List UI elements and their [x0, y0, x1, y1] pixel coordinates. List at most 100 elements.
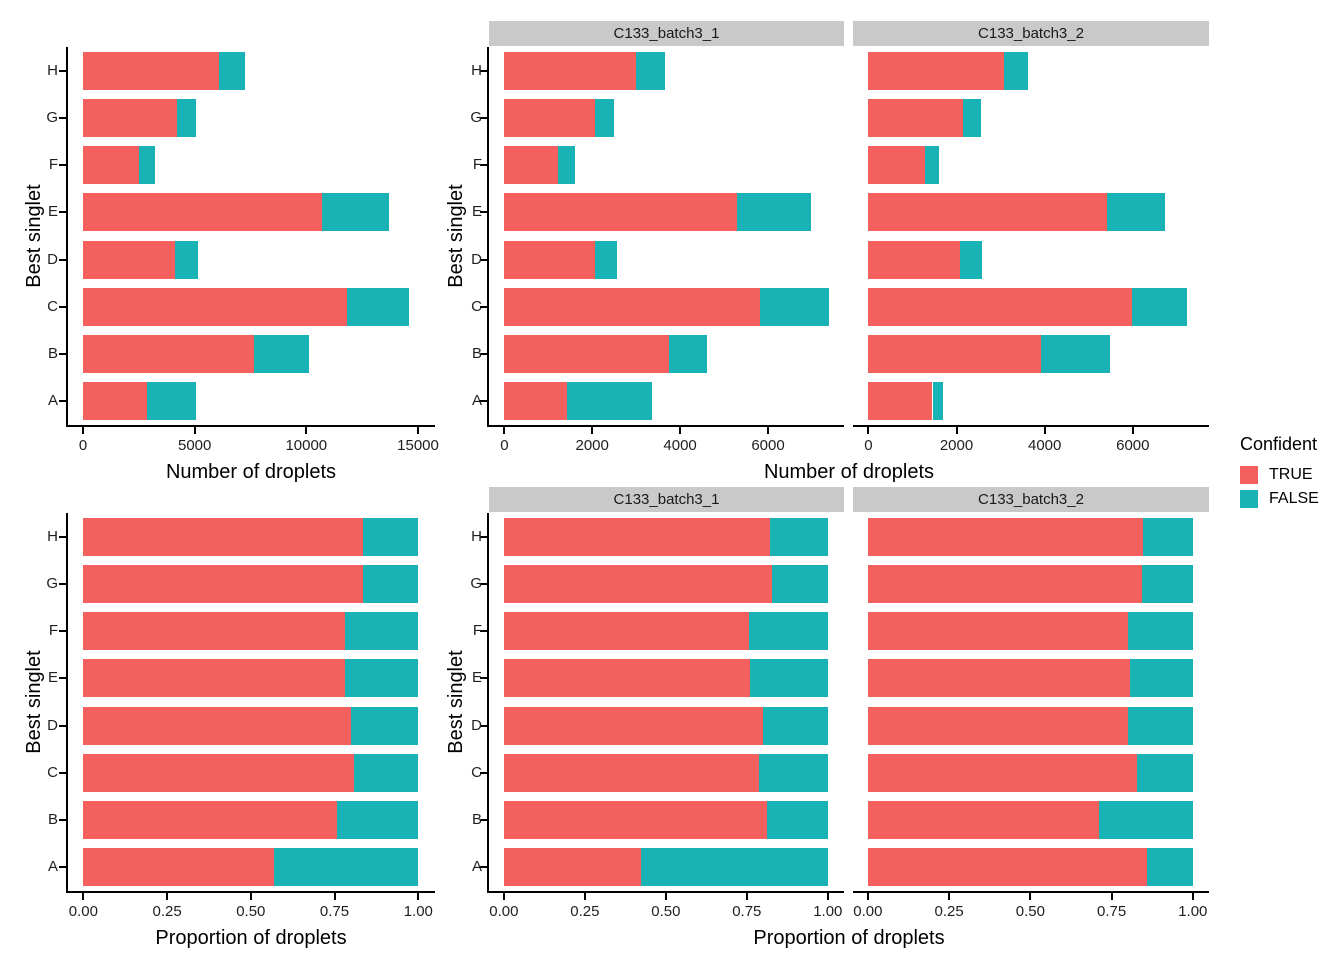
- legend-swatch-true: [1240, 466, 1258, 484]
- x-tick-label: 0.75: [1096, 903, 1127, 920]
- bar-segment-true: [83, 335, 255, 374]
- x-tick: [417, 427, 419, 434]
- bar-segment-false: [1107, 193, 1165, 232]
- axis-line-y: [487, 513, 489, 893]
- x-tick-label: 10000: [285, 437, 328, 454]
- bar-segment-false: [1040, 335, 1111, 374]
- bar-segment-false: [641, 848, 828, 887]
- legend-item: TRUE: [1240, 465, 1344, 485]
- facet-strip: C133_batch3_1: [489, 487, 844, 512]
- bar-segment-true: [504, 240, 595, 279]
- bar-segment-true: [504, 335, 670, 374]
- y-tick: [480, 582, 487, 585]
- y-tick-label: G: [46, 108, 58, 126]
- x-tick: [82, 893, 85, 900]
- bar-segment-false: [1099, 801, 1193, 840]
- y-tick-label: H: [471, 527, 482, 545]
- x-tick-label: 1.00: [403, 903, 433, 920]
- y-axis-title: Best singlet: [445, 650, 467, 754]
- x-tick-label: 0.25: [152, 903, 182, 920]
- bar-segment-true: [504, 382, 568, 421]
- x-tick-label: 4000: [663, 437, 697, 454]
- x-tick-label: 6000: [1116, 437, 1150, 454]
- x-tick-label: 6000: [751, 437, 785, 454]
- y-tick: [480, 819, 487, 822]
- bar-segment-false: [770, 517, 828, 556]
- bar-segment-true: [83, 287, 347, 326]
- x-tick: [193, 427, 196, 434]
- legend-item-label: TRUE: [1269, 466, 1313, 483]
- bar-segment-false: [322, 193, 389, 232]
- axis-line-y: [66, 513, 68, 893]
- bar-segment-false: [254, 335, 309, 374]
- bar-segment-false: [750, 659, 828, 698]
- x-tick-label: 0.25: [934, 903, 964, 920]
- y-tick-label: B: [47, 345, 58, 363]
- legend-title: Confident: [1240, 434, 1318, 454]
- axis-line-x: [853, 891, 1209, 893]
- y-tick: [480, 630, 487, 633]
- bar-segment-true: [868, 51, 1005, 90]
- y-tick-label: D: [471, 716, 482, 734]
- bar-segment-false: [1004, 51, 1029, 90]
- y-tick-label: A: [471, 392, 482, 410]
- y-tick: [59, 819, 66, 822]
- bar-segment-true: [504, 51, 637, 90]
- axis-line-y: [66, 47, 68, 427]
- y-tick: [59, 116, 66, 119]
- bar-segment-false: [737, 193, 811, 232]
- bar-segment-false: [177, 98, 196, 137]
- x-tick: [866, 893, 869, 900]
- x-tick: [502, 893, 505, 900]
- x-tick: [767, 427, 769, 434]
- y-tick-label: G: [470, 574, 482, 592]
- bar-segment-false: [1128, 706, 1193, 745]
- bar-segment-false: [175, 240, 199, 279]
- axis-line-x: [487, 891, 844, 893]
- x-tick-label: 0: [78, 437, 88, 454]
- y-tick-label: A: [471, 858, 482, 876]
- y-tick-label: B: [471, 345, 482, 363]
- y-tick: [480, 69, 487, 72]
- bar-segment-false: [1141, 564, 1193, 603]
- bar-segment-false: [1128, 612, 1193, 651]
- x-axis-title: Number of droplets: [165, 461, 337, 483]
- y-tick-label: D: [471, 250, 482, 268]
- x-tick-label: 4000: [1028, 437, 1062, 454]
- bar-segment-true: [867, 848, 1147, 887]
- bar-segment-false: [345, 659, 419, 698]
- bar-segment-false: [636, 51, 665, 90]
- x-tick-label: 0: [500, 437, 509, 454]
- axis-line-x: [66, 425, 435, 427]
- bar-segment-true: [867, 564, 1142, 603]
- x-tick-label: 0.00: [853, 903, 883, 920]
- bar-segment-true: [83, 382, 148, 421]
- bar-segment-true: [868, 193, 1108, 232]
- bar-segment-true: [83, 193, 323, 232]
- bar-segment-false: [759, 753, 828, 792]
- bar-segment-true: [867, 612, 1129, 651]
- bar-segment-false: [963, 98, 981, 137]
- y-tick-label: F: [472, 156, 482, 174]
- x-tick-label: 0.00: [68, 903, 98, 920]
- bar-segment-true: [503, 517, 771, 556]
- y-tick: [480, 535, 487, 538]
- x-tick: [249, 893, 252, 900]
- bar-segment-false: [669, 335, 708, 374]
- bar-segment-false: [274, 848, 419, 887]
- bar-segment-false: [594, 240, 618, 279]
- bar-segment-true: [503, 612, 750, 651]
- x-tick: [305, 427, 308, 434]
- bar-segment-false: [336, 801, 419, 840]
- bar-segment-false: [766, 801, 828, 840]
- x-tick-label: 0.50: [236, 903, 266, 920]
- y-tick: [480, 866, 487, 869]
- y-tick-label: C: [47, 297, 58, 315]
- x-tick-label: 5000: [178, 437, 212, 454]
- bar-segment-false: [1146, 848, 1193, 887]
- bar-segment-false: [925, 146, 940, 185]
- bar-segment-true: [83, 98, 178, 137]
- y-tick: [480, 305, 487, 308]
- x-tick: [948, 893, 951, 900]
- y-tick: [59, 211, 66, 214]
